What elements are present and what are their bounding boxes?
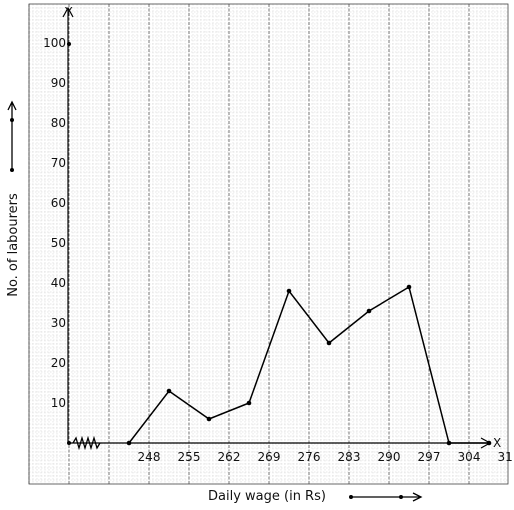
- grid-border: [28, 3, 509, 485]
- x-tick-label: 276: [298, 450, 321, 464]
- y-tick-label: 10: [51, 396, 66, 410]
- y-tick-label: 70: [51, 156, 66, 170]
- data-point: [206, 416, 212, 422]
- x-tick-label: 297: [418, 450, 441, 464]
- y-tick-label: 60: [51, 196, 66, 210]
- x-axis-title: Daily wage (in Rs): [208, 489, 326, 504]
- x-tick-label: 311: [498, 450, 514, 464]
- x-axis-letter: X: [493, 436, 501, 450]
- x-axis-break-zigzag: [72, 435, 101, 451]
- y-tick-label: 50: [51, 236, 66, 250]
- data-point: [166, 388, 172, 394]
- minor-grid: [29, 3, 508, 485]
- y-title-arrow-dot-2: [10, 168, 14, 172]
- data-point: [486, 440, 492, 446]
- x-tick-label: 290: [378, 450, 401, 464]
- data-point: [446, 440, 452, 446]
- data-point: [126, 440, 132, 446]
- x-title-arrow-head: [412, 492, 423, 502]
- y-tick-label: 100: [43, 36, 66, 50]
- x-title-arrow-dot-2: [399, 495, 403, 499]
- x-tick-label: 255: [178, 450, 201, 464]
- series-points: [126, 284, 492, 446]
- x-tick-label: 269: [258, 450, 281, 464]
- series-line: [128, 285, 489, 444]
- series-polygon: [128, 285, 489, 444]
- data-point: [286, 288, 292, 294]
- y-tick-label: 80: [51, 116, 66, 130]
- y-tick-label: 20: [51, 356, 66, 370]
- y-tick-label: 90: [51, 76, 66, 90]
- y-axis-arrow: [62, 6, 74, 18]
- x-tick-label: 248: [138, 450, 161, 464]
- x-tick-label: 283: [338, 450, 361, 464]
- y-title-arrow-head: [7, 100, 17, 111]
- x-tick-label: 304: [458, 450, 481, 464]
- data-point: [246, 400, 252, 406]
- y-tick-label: 30: [51, 316, 66, 330]
- data-point: [366, 308, 372, 314]
- y-top-point: [67, 42, 71, 46]
- major-grid: [28, 3, 509, 485]
- data-point: [406, 284, 412, 290]
- x-title-arrow-dot-1: [349, 495, 353, 499]
- y-axis-letter: Y: [64, 5, 73, 19]
- y-axis-title: No. of labourers: [6, 193, 21, 297]
- y-title-arrow-dot-1: [10, 118, 14, 122]
- x-tick-label: 262: [218, 450, 241, 464]
- y-tick-label: 40: [51, 276, 66, 290]
- origin-point: [67, 441, 71, 445]
- x-tick-labels: 248 255 262 269 276 283 290 297 304 311: [138, 450, 514, 464]
- data-point: [326, 340, 332, 346]
- y-tick-labels: 10 20 30 40 50 60 70 80 90 100: [43, 36, 66, 410]
